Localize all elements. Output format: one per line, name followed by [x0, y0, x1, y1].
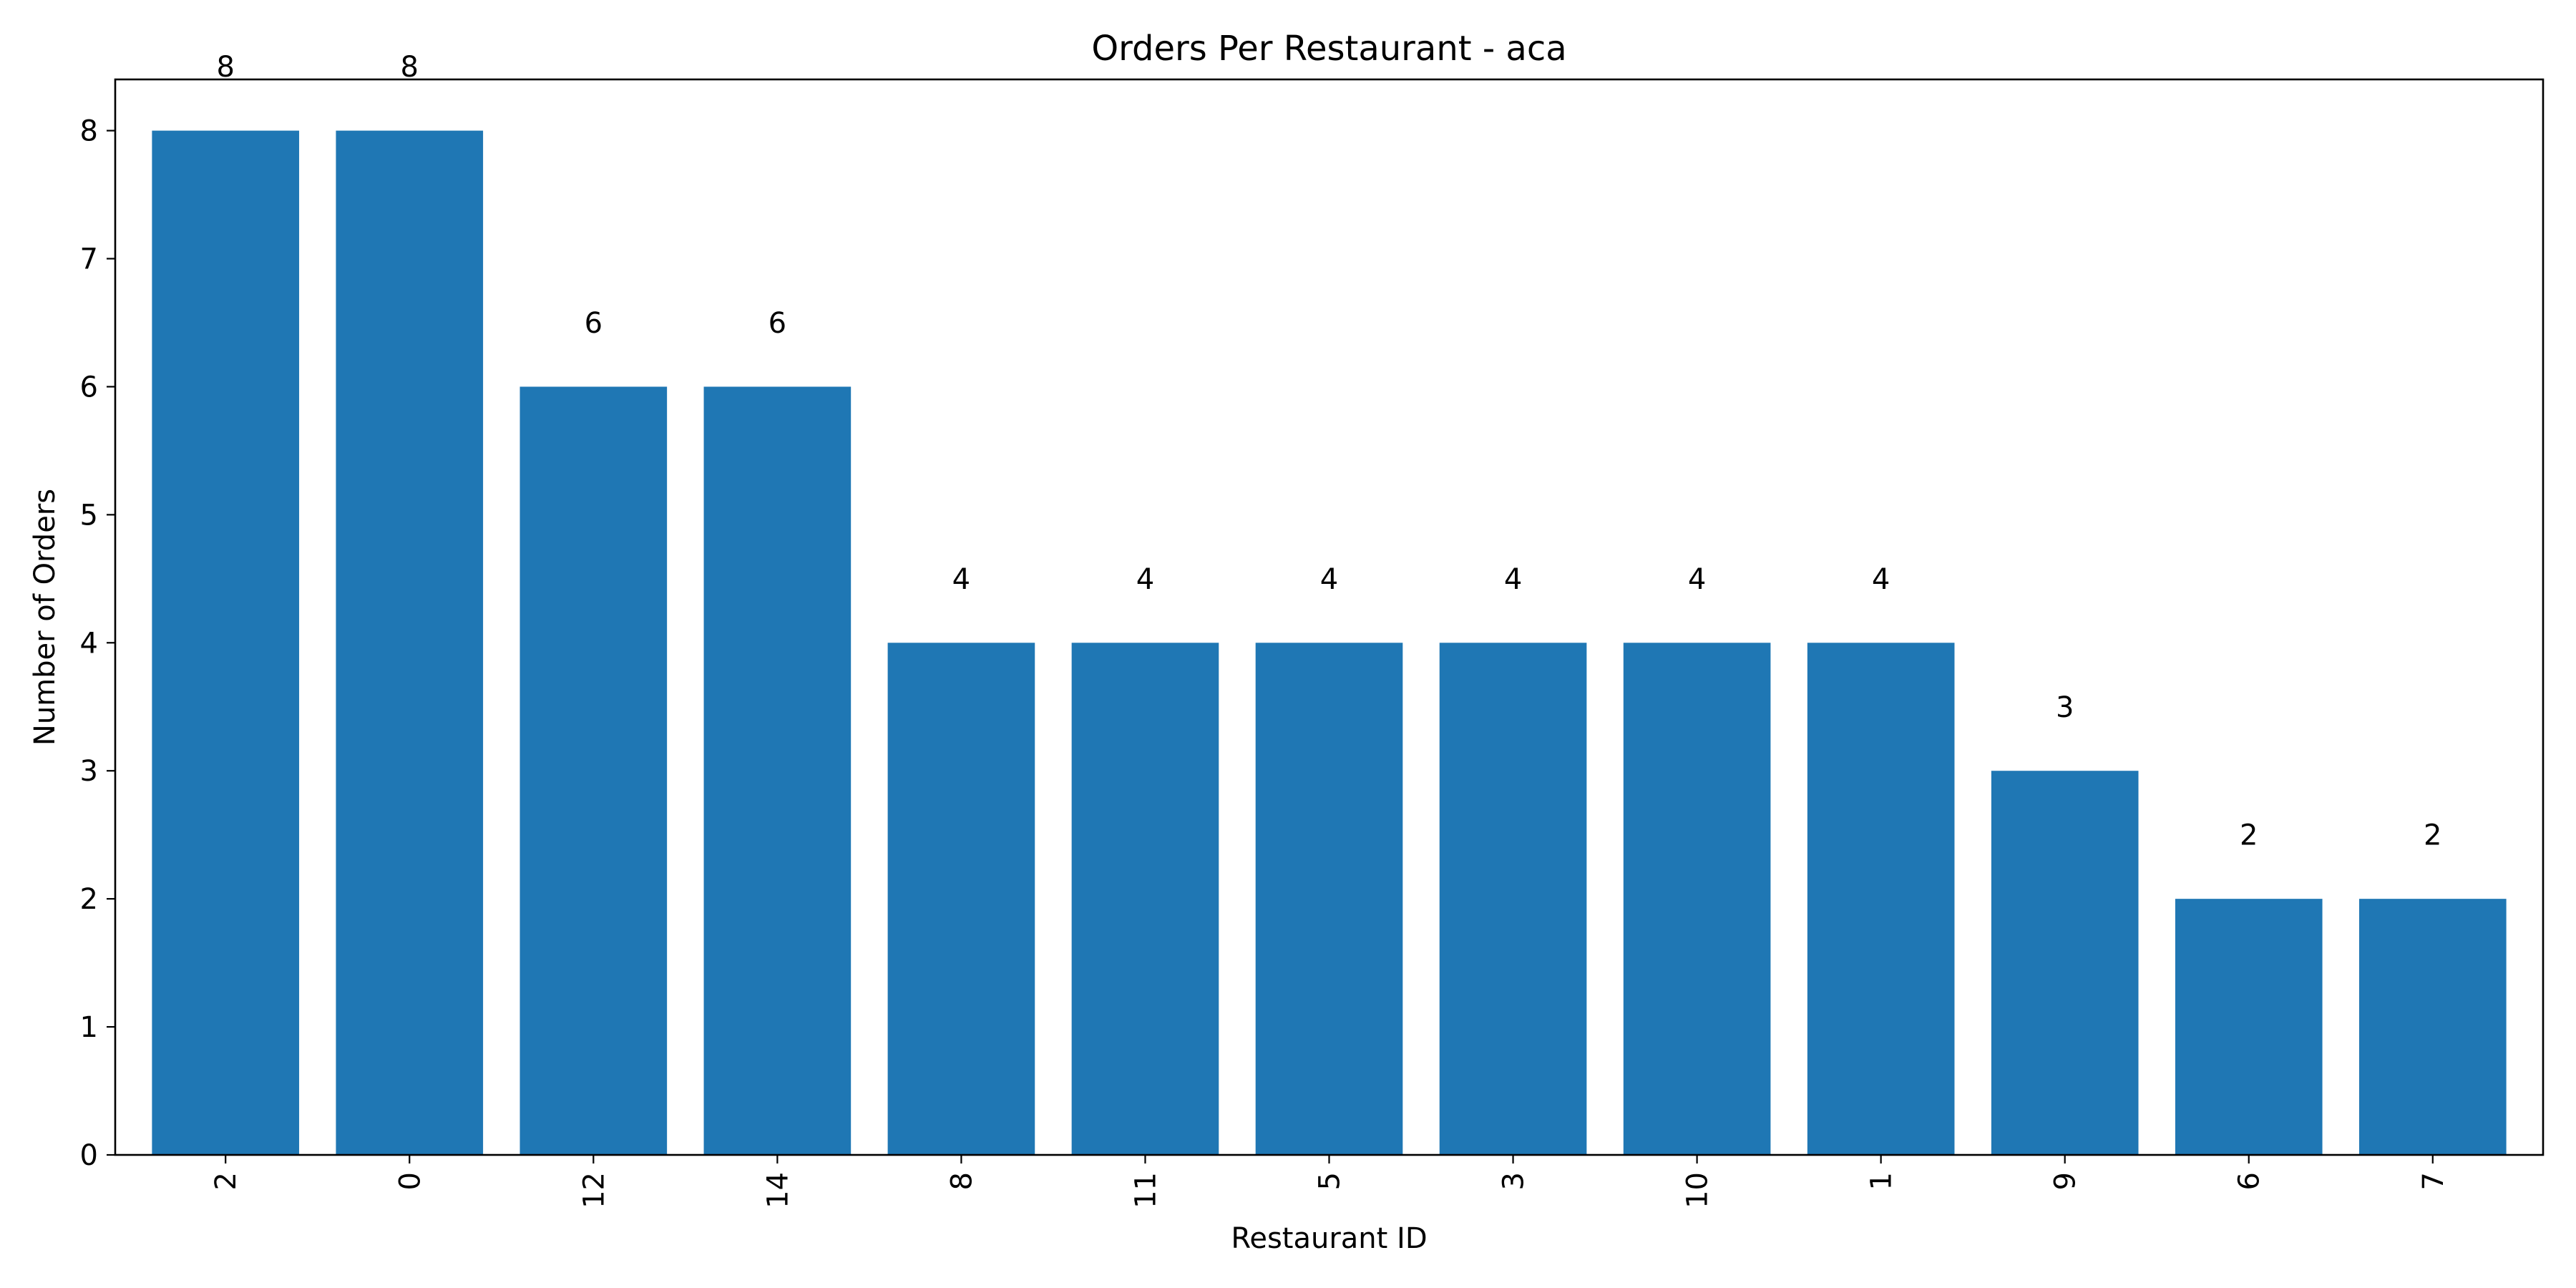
x-tick-label-2: 2 [210, 1172, 243, 1190]
bar-8 [887, 643, 1035, 1155]
x-tick-label-12: 12 [577, 1172, 610, 1209]
data-label-3: 4 [1504, 563, 1522, 596]
x-tick-label-1: 1 [1865, 1172, 1898, 1190]
data-label-8: 4 [952, 563, 970, 596]
x-tick-label-10: 10 [1682, 1172, 1714, 1209]
y-tick-label: 8 [80, 115, 98, 148]
data-labels-layer: 8 8 6 6 4 4 4 4 4 4 3 2 2 [217, 51, 2442, 852]
x-tick-label-7: 7 [2417, 1172, 2450, 1190]
x-tick-label-14: 14 [761, 1172, 794, 1209]
x-tick-label-0: 0 [394, 1172, 426, 1190]
bar-7 [2358, 899, 2507, 1155]
data-label-2: 8 [217, 51, 235, 84]
bar-12 [519, 386, 668, 1155]
bars-layer [152, 130, 2507, 1156]
bar-1 [1807, 643, 1955, 1155]
bar-11 [1071, 643, 1219, 1155]
bar-2 [152, 130, 300, 1156]
bar-10 [1623, 643, 1771, 1155]
x-axis-title: Restaurant ID [1231, 1222, 1427, 1255]
x-tick-label-6: 6 [2233, 1172, 2266, 1190]
y-tick-label: 0 [80, 1139, 98, 1172]
data-label-6: 2 [2240, 819, 2258, 852]
data-label-11: 4 [1136, 563, 1154, 596]
data-label-1: 4 [1872, 563, 1890, 596]
bar-5 [1255, 643, 1403, 1155]
bar-9 [1991, 771, 2139, 1155]
y-tick-label: 3 [80, 755, 98, 788]
bar-6 [2175, 899, 2323, 1155]
data-label-0: 8 [401, 51, 419, 84]
y-tick-label: 4 [80, 627, 98, 660]
y-tick-label: 7 [80, 243, 98, 276]
chart-title: Orders Per Restaurant - aca [1091, 29, 1566, 69]
x-tick-label-5: 5 [1314, 1172, 1347, 1190]
data-label-9: 3 [2056, 691, 2074, 724]
y-axis-title: Number of Orders [29, 489, 62, 746]
x-tick-label-8: 8 [945, 1172, 978, 1190]
y-axis-ticks: 0 1 2 3 4 5 6 7 8 [80, 115, 115, 1172]
data-label-12: 6 [585, 307, 602, 340]
x-axis-ticks: 2 0 12 14 8 11 5 3 10 1 9 6 7 [210, 1155, 2450, 1209]
bar-3 [1439, 643, 1587, 1155]
data-label-14: 6 [769, 307, 786, 340]
x-tick-label-3: 3 [1498, 1172, 1531, 1190]
plot-frame [114, 78, 2545, 1156]
data-label-5: 4 [1320, 563, 1338, 596]
y-tick-label: 1 [80, 1011, 98, 1044]
bar-0 [336, 130, 484, 1156]
bar-14 [703, 386, 852, 1155]
x-tick-label-9: 9 [2049, 1172, 2082, 1190]
y-tick-label: 5 [80, 499, 98, 532]
data-label-10: 4 [1688, 563, 1706, 596]
x-tick-label-11: 11 [1129, 1172, 1162, 1209]
y-tick-label: 2 [80, 883, 98, 916]
y-tick-label: 6 [80, 371, 98, 404]
data-label-7: 2 [2424, 819, 2441, 852]
